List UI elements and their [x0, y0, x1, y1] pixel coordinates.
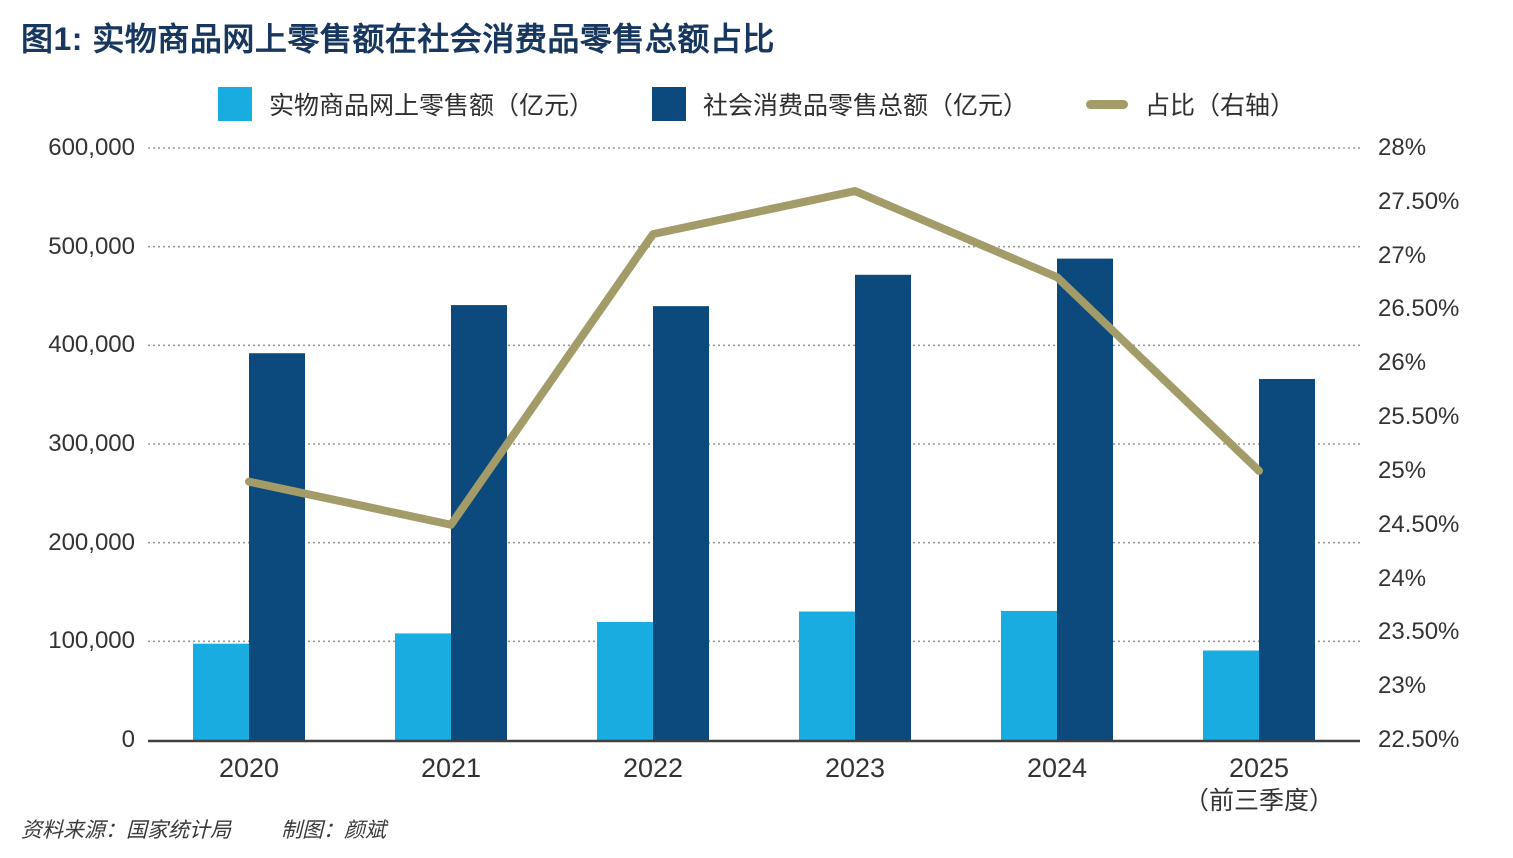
total-retail-bar-2024	[1057, 258, 1113, 740]
legend-label-online-retail: 实物商品网上零售额（亿元）	[268, 92, 594, 120]
x-axis-label-2024: 2024	[1026, 753, 1088, 783]
right-axis-tick-label: 23.50%	[1378, 618, 1460, 646]
right-axis-tick-label: 28%	[1378, 134, 1427, 161]
ratio-line-marker-icon	[1086, 99, 1128, 109]
right-axis-tick-label: 24.50%	[1378, 510, 1460, 538]
total-retail-bar-2020	[249, 353, 305, 740]
source-note: 资料来源：国家统计局	[21, 819, 231, 842]
legend-item-online-retail: 实物商品网上零售额（亿元）	[217, 86, 594, 122]
total-retail-bar-2021	[451, 305, 507, 740]
online-retail-bar-2020	[193, 643, 249, 740]
x-axis-label-2025: 2025 （前三季度）	[1149, 752, 1369, 818]
right-axis-tick-label: 27.50%	[1378, 187, 1460, 215]
left-axis-tick-label: 300,000	[48, 430, 135, 457]
online-retail-bar-2021	[395, 633, 451, 740]
left-axis-tick-label: 600,000	[48, 134, 135, 161]
online-retail-bar-2023	[799, 611, 855, 740]
plot-area	[148, 147, 1360, 743]
footer: 资料来源：国家统计局 制图：颜斌	[21, 814, 386, 844]
left-axis-tick-label: 400,000	[48, 331, 135, 359]
legend-item-total-retail: 社会消费品零售总额（亿元）	[651, 86, 1028, 122]
ratio-line	[245, 187, 1263, 529]
right-axis-tick-label: 24%	[1378, 564, 1427, 592]
x-axis-sublabel: （前三季度）	[1183, 787, 1334, 815]
left-axis-tick-label: 500,000	[48, 232, 135, 260]
online-retail-bar-2022	[597, 621, 653, 740]
x-axis-label-2022: 2022	[622, 753, 684, 783]
right-axis-tick-label: 26.50%	[1378, 295, 1460, 323]
online-retail-swatch-icon	[217, 87, 252, 121]
total-retail-bar-2023	[855, 274, 911, 740]
online-retail-bar-2024	[1001, 610, 1057, 740]
total-retail-bar-2025	[1259, 378, 1315, 740]
chart-title: 图1: 实物商品网上零售额在社会消费品零售总额占比	[21, 21, 775, 57]
left-axis-tick-label: 0	[121, 726, 135, 753]
x-axis-label-2020: 2020	[218, 753, 280, 783]
right-axis-tick-label: 25.50%	[1378, 403, 1460, 431]
legend-label-ratio: 占比（右轴）	[1145, 92, 1296, 120]
right-axis-tick-label: 25%	[1378, 456, 1427, 484]
right-axis-tick-label: 26%	[1378, 349, 1427, 377]
right-axis-tick-label: 23%	[1378, 672, 1427, 700]
credit-note: 制图：颜斌	[281, 819, 386, 842]
total-retail-bar-2022	[653, 306, 709, 740]
total-retail-swatch-icon	[651, 87, 686, 121]
right-axis-tick-label: 27%	[1378, 241, 1427, 269]
legend-item-ratio: 占比（右轴）	[1086, 86, 1295, 122]
x-axis-label-2021: 2021	[420, 753, 482, 783]
left-axis-tick-label: 200,000	[48, 528, 135, 556]
legend-label-total-retail: 社会消费品零售总额（亿元）	[702, 92, 1028, 120]
x-axis-label-2023: 2023	[824, 753, 886, 783]
legend: 实物商品网上零售额（亿元） 社会消费品零售总额（亿元） 占比（右轴）	[0, 86, 1513, 122]
online-retail-bar-2025	[1203, 650, 1259, 740]
left-axis-tick-label: 100,000	[48, 627, 135, 655]
right-axis-tick-label: 22.50%	[1378, 726, 1460, 753]
